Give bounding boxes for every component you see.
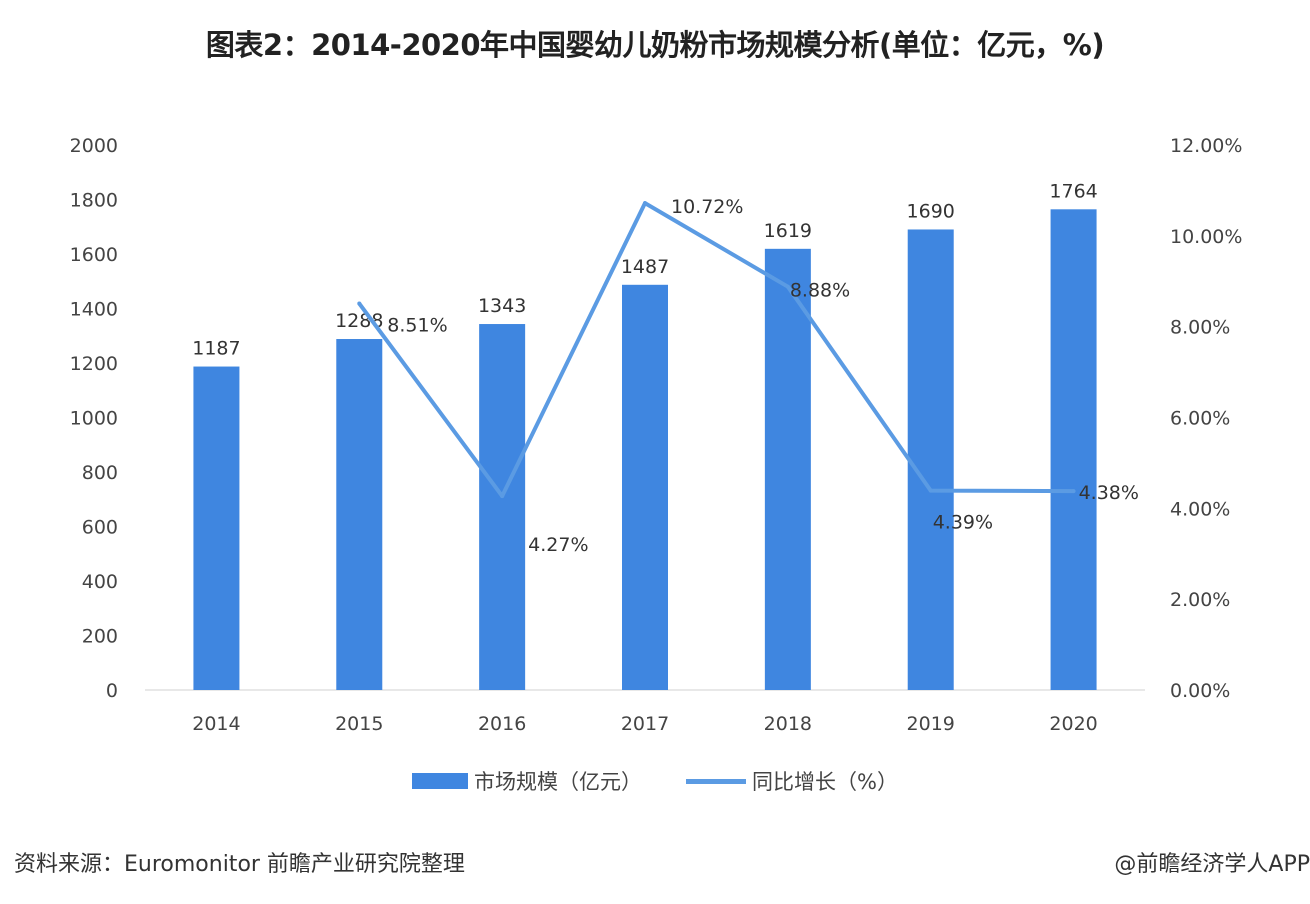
bar-2017 xyxy=(622,284,668,690)
bar-data-label: 1690 xyxy=(907,200,955,222)
bar-2020 xyxy=(1050,209,1097,690)
y-right-tick-label: 4.00% xyxy=(1170,498,1230,520)
y-left-tick-label: 800 xyxy=(82,462,118,484)
bar-data-label: 1619 xyxy=(764,220,812,242)
x-tick-label: 2015 xyxy=(335,713,383,735)
bar-2014 xyxy=(193,366,240,690)
y-left-tick-label: 1600 xyxy=(70,244,118,266)
y-left-tick-label: 1400 xyxy=(70,299,118,321)
growth-point-2016 xyxy=(500,494,505,499)
y-left-tick-label: 1000 xyxy=(70,408,118,430)
growth-point-2019 xyxy=(928,488,933,493)
x-tick-label: 2020 xyxy=(1049,713,1097,735)
x-tick-label: 2019 xyxy=(907,713,955,735)
y-left-tick-label: 0 xyxy=(106,680,118,702)
source-note: 资料来源：Euromonitor 前瞻产业研究院整理 xyxy=(14,852,465,877)
legend-item-growth: 同比增长（%） xyxy=(686,766,898,796)
legend-bar-swatch xyxy=(412,773,469,789)
y-right-tick-label: 6.00% xyxy=(1170,408,1230,430)
y-right-tick-label: 8.00% xyxy=(1170,317,1230,339)
legend-line-swatch xyxy=(686,778,747,784)
x-tick-label: 2016 xyxy=(478,713,526,735)
y-right-tick-label: 10.00% xyxy=(1170,226,1242,248)
y-left-tick-label: 400 xyxy=(82,571,118,593)
growth-data-label: 4.38% xyxy=(1079,482,1139,504)
bar-2019 xyxy=(907,229,954,690)
y-left-tick-label: 200 xyxy=(82,626,118,648)
bar-data-label: 1187 xyxy=(192,338,240,360)
growth-point-2018 xyxy=(785,284,790,289)
growth-data-label: 4.39% xyxy=(933,512,993,534)
growth-point-2020 xyxy=(1071,489,1076,494)
growth-line xyxy=(357,201,1074,499)
credit: @前瞻经济学人APP xyxy=(1114,852,1310,877)
legend: 市场规模（亿元） 同比增长（%） xyxy=(0,766,1310,796)
growth-point-2015 xyxy=(357,301,362,306)
bar-2018 xyxy=(764,248,811,690)
y-right-tick-label: 12.00% xyxy=(1170,135,1242,157)
y-right-tick-label: 0.00% xyxy=(1170,680,1230,702)
legend-item-market-size: 市场规模（亿元） xyxy=(412,766,642,796)
y-right-tick-label: 2.00% xyxy=(1170,589,1230,611)
growth-data-label: 4.27% xyxy=(528,534,588,556)
growth-point-2017 xyxy=(643,201,647,206)
legend-label: 同比增长（%） xyxy=(752,770,898,794)
x-tick-label: 2018 xyxy=(764,713,812,735)
legend-label: 市场规模（亿元） xyxy=(474,770,643,794)
bar-2015 xyxy=(336,339,383,690)
x-tick-label: 2014 xyxy=(192,713,240,735)
bar-data-label: 1343 xyxy=(478,295,526,317)
y-left-tick-label: 1200 xyxy=(70,353,118,375)
bar-data-label: 1764 xyxy=(1049,180,1097,202)
bar-2016 xyxy=(479,324,526,690)
growth-data-label: 10.72% xyxy=(671,196,743,218)
bar-data-label: 1487 xyxy=(621,256,669,278)
x-tick-label: 2017 xyxy=(621,713,669,735)
chart-title: 图表2：2014-2020年中国婴幼儿奶粉市场规模分析(单位：亿元，%) xyxy=(205,28,1105,62)
growth-data-label: 8.88% xyxy=(790,280,850,302)
bar-data-label: 1288 xyxy=(335,310,383,332)
growth-data-label: 8.51% xyxy=(387,315,447,337)
y-left-tick-label: 1800 xyxy=(70,190,118,212)
y-left-tick-label: 600 xyxy=(82,517,118,539)
y-left-tick-label: 2000 xyxy=(70,135,118,157)
